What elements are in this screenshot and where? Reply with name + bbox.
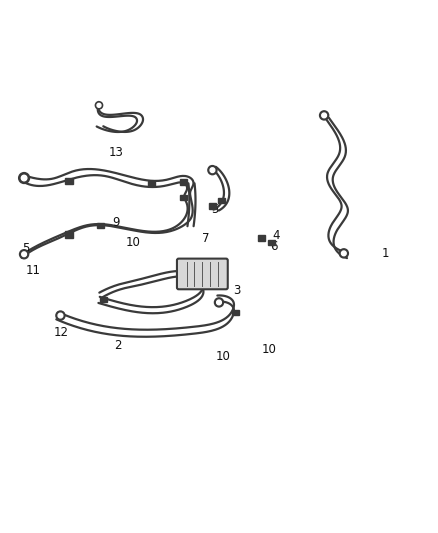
Text: 3: 3	[233, 284, 240, 297]
Text: 7: 7	[202, 231, 210, 245]
Bar	[97, 223, 104, 228]
Text: 10: 10	[126, 236, 141, 249]
Circle shape	[342, 251, 346, 256]
Text: 5: 5	[23, 243, 30, 255]
Text: 12: 12	[54, 326, 69, 338]
Circle shape	[18, 172, 30, 184]
Text: 10: 10	[216, 350, 231, 363]
Text: 9: 9	[112, 216, 120, 229]
Circle shape	[58, 313, 63, 318]
Text: 6: 6	[270, 240, 278, 253]
Circle shape	[95, 101, 103, 110]
Circle shape	[22, 252, 26, 256]
Circle shape	[217, 300, 221, 305]
Text: 4: 4	[272, 229, 280, 243]
Text: 11: 11	[25, 264, 40, 277]
Circle shape	[214, 297, 224, 308]
Circle shape	[339, 248, 349, 259]
Circle shape	[210, 168, 215, 173]
Bar	[148, 181, 155, 186]
Bar	[100, 297, 107, 302]
Bar	[65, 231, 74, 238]
Bar	[209, 204, 216, 209]
Circle shape	[97, 103, 101, 107]
Text: 10: 10	[262, 343, 277, 356]
Text: 8: 8	[207, 276, 214, 288]
Circle shape	[19, 249, 29, 260]
Text: 5: 5	[211, 203, 218, 216]
FancyBboxPatch shape	[177, 259, 228, 289]
Bar	[232, 310, 239, 315]
Circle shape	[319, 110, 329, 120]
Circle shape	[21, 175, 27, 181]
Text: 13: 13	[109, 146, 124, 159]
Bar	[258, 236, 265, 241]
Bar	[218, 198, 225, 204]
Circle shape	[55, 310, 66, 321]
Circle shape	[207, 165, 218, 175]
Text: 1: 1	[381, 247, 389, 260]
Bar	[268, 240, 275, 245]
Text: 2: 2	[114, 339, 122, 352]
Bar	[65, 178, 74, 184]
Bar	[180, 195, 187, 200]
Circle shape	[322, 113, 326, 118]
Bar	[180, 179, 187, 184]
